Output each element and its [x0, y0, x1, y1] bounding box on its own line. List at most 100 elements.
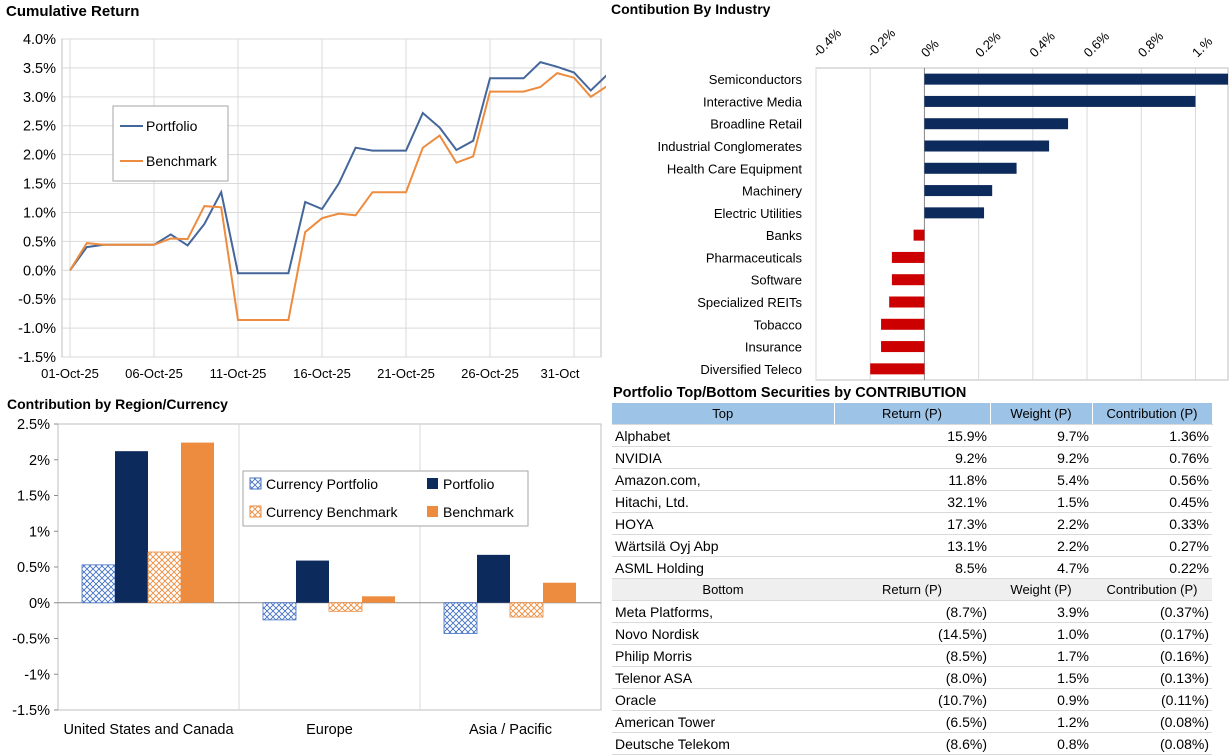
security-value: 0.45%	[1092, 490, 1212, 513]
x-tick-label: 0%	[918, 36, 942, 60]
security-name: Novo Nordisk	[612, 622, 834, 645]
x-tick-label: 0.4%	[1026, 28, 1058, 60]
securities-table: Top Return (P) Weight (P) Contribution (P) A…	[612, 403, 1213, 755]
x-tick-label: 1.%	[1189, 33, 1216, 60]
security-name: Deutsche Telekom	[612, 732, 834, 755]
legend-swatch	[427, 506, 438, 517]
security-value: Contribution (P)	[1092, 578, 1212, 601]
legend-label: Currency Benchmark	[266, 504, 398, 520]
region-bar	[328, 602, 363, 612]
security-name: NVIDIA	[612, 446, 834, 469]
y-tick-label: 0.5%	[23, 234, 56, 250]
category-label: Europe	[306, 722, 353, 738]
x-tick-label: 21-Oct-25	[377, 366, 435, 381]
industry-bar	[924, 118, 1069, 130]
table-row: Amazon.com, 11.8% 5.4% 0.56%	[612, 468, 1212, 491]
legend-swatch	[427, 478, 438, 489]
security-value: 0.8%	[990, 732, 1092, 755]
security-value: 0.22%	[1092, 556, 1212, 579]
security-value: 9.7%	[990, 424, 1092, 447]
x-tick-label: 16-Oct-25	[293, 366, 351, 381]
region-bar	[443, 602, 478, 634]
security-value: 0.27%	[1092, 534, 1212, 557]
y-tick-label: 1.5%	[23, 177, 56, 193]
legend: Currency Portfolio Portfolio Currency Benc…	[242, 470, 529, 527]
category-label: Semiconductors	[709, 72, 803, 87]
y-tick-label: 1.5%	[17, 489, 50, 505]
security-name: Amazon.com,	[612, 468, 834, 491]
industry-contribution-title: Contibution By Industry	[611, 1, 771, 17]
security-value: Contribution (P)	[1092, 403, 1213, 425]
category-label: Health Care Equipment	[667, 161, 803, 176]
security-name: American Tower	[612, 710, 834, 733]
y-tick-label: 3.5%	[23, 61, 56, 77]
table-row: American Tower (6.5%) 1.2% (0.08%)	[612, 710, 1212, 733]
industry-bar	[924, 185, 993, 197]
table-header-top: Top Return (P) Weight (P) Contribution (P)	[612, 403, 1213, 425]
security-value: 0.9%	[990, 688, 1092, 711]
security-value: Weight (P)	[990, 403, 1093, 425]
security-value: (8.7%)	[834, 600, 990, 623]
category-label: Insurance	[745, 340, 802, 355]
y-tick-label: -0.5%	[12, 632, 50, 648]
region-contribution-chart: 2.5% 2% 1.5% 1% 0.5% 0% -0.5% -1% -1.5% United St…	[12, 417, 602, 738]
security-value: Return (P)	[834, 578, 990, 601]
security-value: 32.1%	[834, 490, 990, 513]
security-value: 0.76%	[1092, 446, 1212, 469]
x-tick-label: 01-Oct-25	[41, 366, 99, 381]
y-tick-label: 3.0%	[23, 90, 56, 106]
security-value: 11.8%	[834, 468, 990, 491]
security-value: 4.7%	[990, 556, 1092, 579]
x-tick-label: 0.6%	[1081, 28, 1113, 60]
y-tick-label: 0.5%	[17, 560, 50, 576]
industry-bar	[891, 251, 925, 263]
y-tick-label: 1%	[29, 524, 50, 540]
category-label: Broadline Retail	[710, 117, 802, 132]
y-tick-label: 0%	[29, 596, 50, 612]
security-value: (0.17%)	[1092, 622, 1212, 645]
legend-label: Portfolio	[443, 476, 495, 492]
table-row: ASML Holding 8.5% 4.7% 0.22%	[612, 556, 1212, 579]
security-name: Wärtsilä Oyj Abp	[612, 534, 834, 557]
industry-bar	[881, 318, 925, 330]
table-row: Meta Platforms, (8.7%) 3.9% (0.37%)	[612, 600, 1212, 623]
security-value: (8.0%)	[834, 666, 990, 689]
industry-bar	[913, 229, 925, 241]
security-name: Bottom	[612, 578, 834, 601]
region-bar	[81, 564, 116, 604]
region-bar	[477, 554, 510, 603]
region-bar	[147, 551, 182, 604]
x-tick-label: 11-Oct-25	[210, 366, 267, 381]
category-label: Machinery	[742, 184, 802, 199]
region-bar	[181, 442, 214, 603]
legend-label: Benchmark	[443, 504, 515, 520]
plot-area	[61, 38, 602, 358]
security-value: 2.2%	[990, 534, 1092, 557]
x-tick-label: 0.8%	[1135, 28, 1167, 60]
y-tick-label: 2.5%	[17, 417, 50, 433]
table-row: Hitachi, Ltd. 32.1% 1.5% 0.45%	[612, 490, 1212, 513]
security-value: 17.3%	[834, 512, 990, 535]
security-value: (6.5%)	[834, 710, 990, 733]
security-value: 0.56%	[1092, 468, 1212, 491]
region-contribution-title: Contribution by Region/Currency	[7, 396, 228, 412]
category-label: Asia / Pacific	[469, 722, 552, 738]
series-line	[69, 71, 606, 321]
security-value: 1.0%	[990, 622, 1092, 645]
security-value: (14.5%)	[834, 622, 990, 645]
region-bar	[509, 602, 544, 618]
security-value: Return (P)	[834, 403, 991, 425]
x-tick-label: 31-Oct	[540, 366, 579, 381]
y-tick-label: -0.5%	[18, 292, 56, 308]
security-value: 2.2%	[990, 512, 1092, 535]
y-tick-label: 1.0%	[23, 205, 56, 221]
security-value: 9.2%	[834, 446, 990, 469]
security-value: 1.36%	[1092, 424, 1212, 447]
legend-swatch	[249, 505, 262, 518]
industry-bar	[891, 274, 925, 286]
security-value: (8.5%)	[834, 644, 990, 667]
table-row: Alphabet 15.9% 9.7% 1.36%	[612, 424, 1212, 447]
security-value: (0.08%)	[1092, 732, 1212, 755]
y-tick-label: 2.0%	[23, 148, 56, 164]
security-value: (0.37%)	[1092, 600, 1212, 623]
